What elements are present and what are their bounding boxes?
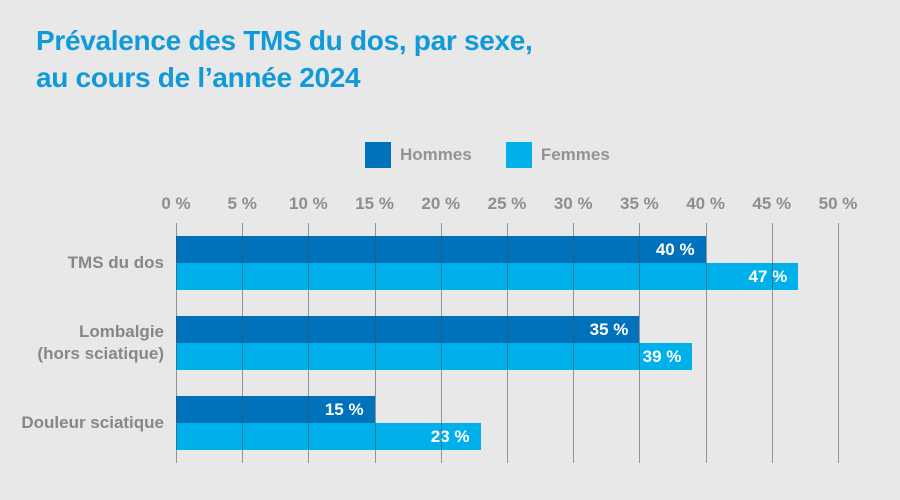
x-tick-label-10: 10 % [289, 194, 328, 213]
bar-value-label: 40 % [655, 240, 695, 259]
chart-title-line2: au cours de l’année 2024 [36, 62, 361, 93]
gridline-30 [573, 223, 575, 463]
legend-item-hommes: Hommes [365, 142, 472, 168]
x-tick-label-30: 30 % [553, 194, 593, 213]
category-label-2: Douleur sciatique [21, 413, 164, 432]
category-label-0: TMS du dos [67, 253, 164, 272]
legend-item-femmes: Femmes [505, 142, 610, 168]
chart-title-line1: Prévalence des TMS du dos, par sexe, [36, 25, 533, 56]
x-tick-label-40: 40 % [686, 194, 725, 213]
gridline-20 [440, 223, 442, 463]
bar-hommes-1: 35 % [176, 316, 640, 343]
bar-value-label: 47 % [748, 267, 788, 286]
x-tick-label-20: 20 % [421, 194, 461, 213]
legend: Hommes Femmes [365, 142, 610, 168]
gridline-5 [242, 223, 244, 463]
bar-value-label: 23 % [430, 427, 470, 446]
bar-femmes-2: 23 % [176, 423, 481, 450]
gridline-40 [705, 223, 707, 463]
chart-title: Prévalence des TMS du dos, par sexe, au c… [36, 22, 533, 96]
legend-swatch-femmes [505, 142, 532, 168]
legend-label-hommes: Hommes [400, 145, 472, 164]
gridline-35 [639, 223, 641, 463]
bar-femmes-0: 47 % [176, 263, 799, 290]
x-tick-label-25: 25 % [487, 194, 527, 213]
x-tick-label-15: 15 % [355, 194, 394, 213]
gridline-15 [374, 223, 376, 463]
bar-femmes-1: 39 % [176, 343, 693, 370]
x-tick-label-45: 45 % [752, 194, 792, 213]
x-tick-label-50: 50 % [818, 194, 858, 213]
bar-value-label: 39 % [642, 347, 682, 366]
bar-hommes-2: 15 % [176, 396, 375, 423]
bar-value-label: 35 % [589, 320, 629, 339]
gridline-25 [507, 223, 508, 463]
gridline-50 [838, 223, 839, 463]
legend-swatch-hommes [365, 142, 391, 168]
legend-label-femmes: Femmes [540, 145, 610, 164]
x-tick-label-35: 35 % [620, 194, 659, 213]
x-tick-label-5: 5 % [227, 194, 257, 213]
gridline-10 [308, 223, 310, 463]
gridline-45 [771, 223, 773, 463]
bar-value-label: 15 % [324, 400, 364, 419]
x-tick-label-0: 0 % [161, 194, 191, 213]
gridline-0 [176, 223, 177, 463]
category-label-1: Lombalgie (hors sciatique) [37, 322, 164, 363]
plot-area: 40 % 47 % 35 % 39 % 15 % 23 % [176, 223, 839, 463]
